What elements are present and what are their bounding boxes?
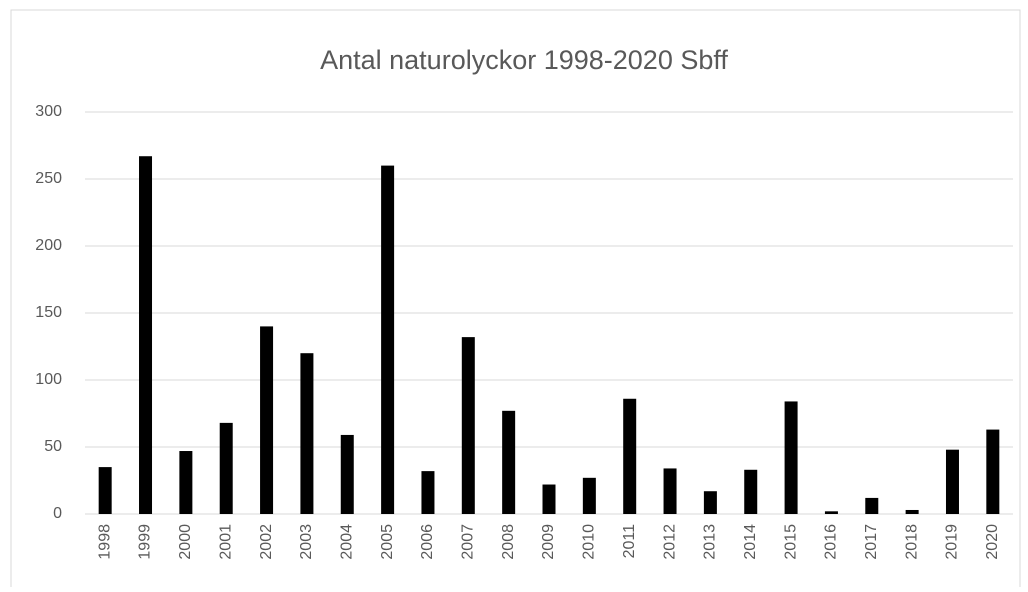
bar	[542, 484, 556, 514]
bar	[703, 491, 717, 514]
x-tick-label: 2020	[984, 524, 1001, 560]
bar	[219, 422, 233, 514]
bar	[582, 477, 596, 514]
bar	[98, 467, 112, 514]
x-tick-label: 1999	[137, 524, 154, 560]
x-tick-label: 2018	[903, 524, 920, 560]
x-tick-label: 2007	[460, 524, 477, 560]
bar	[502, 410, 516, 514]
bar	[744, 469, 758, 514]
y-tick-label: 100	[35, 371, 62, 388]
x-tick-label: 2016	[823, 524, 840, 560]
x-tick-label: 2009	[540, 524, 557, 560]
x-tick-label: 2019	[944, 524, 961, 560]
x-tick-label: 2017	[863, 524, 880, 560]
bar	[421, 471, 435, 514]
x-tick-label: 2006	[419, 524, 436, 560]
x-tick-label: 1998	[96, 524, 113, 560]
x-tick-label: 2004	[338, 524, 355, 560]
y-tick-label: 250	[35, 170, 62, 187]
bar	[905, 509, 919, 514]
chart-title: Antal naturolyckor 1998-2020 Sbff	[320, 45, 728, 75]
x-tick-label: 2000	[177, 524, 194, 560]
x-tick-label: 2008	[500, 524, 517, 560]
bar	[824, 511, 838, 514]
x-tick-label: 2010	[581, 524, 598, 560]
x-tick-label: 2001	[217, 524, 234, 560]
bar	[623, 398, 637, 514]
bar	[663, 468, 677, 514]
bar	[260, 326, 274, 514]
x-tick-label: 2003	[298, 524, 315, 560]
y-tick-label: 0	[53, 505, 62, 522]
bar	[784, 401, 798, 514]
x-tick-label: 2012	[661, 524, 678, 560]
bar	[986, 429, 1000, 514]
y-tick-label: 150	[35, 304, 62, 321]
x-tick-label: 2005	[379, 524, 396, 560]
chart-frame	[10, 9, 1021, 592]
y-tick-label: 300	[35, 103, 62, 120]
bar	[461, 337, 475, 514]
bar	[865, 497, 879, 514]
y-tick-label: 50	[44, 438, 62, 455]
bar	[179, 451, 193, 514]
bar	[340, 434, 354, 514]
x-tick-label: 2002	[258, 524, 275, 560]
x-tick-label: 2011	[621, 524, 638, 559]
bar	[300, 353, 314, 514]
y-tick-label: 200	[35, 237, 62, 254]
x-tick-label: 2014	[742, 524, 759, 560]
x-tick-label: 2013	[702, 524, 719, 560]
bar	[945, 449, 959, 514]
bar	[381, 165, 395, 514]
bar	[139, 156, 153, 514]
x-tick-label: 2015	[782, 524, 799, 560]
